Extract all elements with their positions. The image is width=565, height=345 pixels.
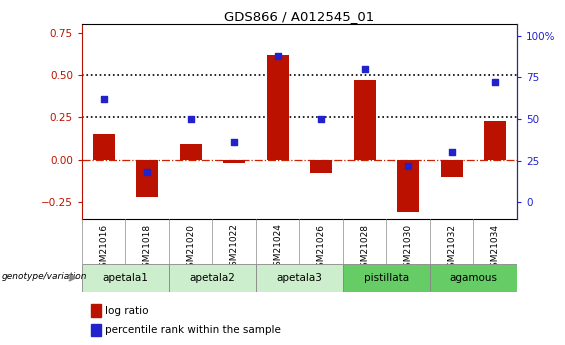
Text: GSM21034: GSM21034 (491, 224, 499, 273)
Text: apetala3: apetala3 (276, 273, 323, 283)
Bar (82, 264, 169, 292)
Point (186, 116, 195, 122)
Bar (484, 121, 506, 160)
Text: GSM21024: GSM21024 (273, 224, 282, 273)
Text: GSM21022: GSM21022 (230, 224, 238, 273)
Text: genotype/variation: genotype/variation (2, 272, 87, 281)
Text: log ratio: log ratio (106, 306, 149, 316)
Point (403, 163, 412, 168)
Bar (136, 160, 158, 197)
Text: apetala1: apetala1 (102, 273, 149, 283)
Text: pistillata: pistillata (364, 273, 409, 283)
Text: GSM21018: GSM21018 (143, 224, 151, 273)
Point (360, 66, 370, 72)
Bar (91, 324, 101, 336)
Bar (223, 160, 245, 163)
Point (99, 96, 108, 102)
Text: GSM21030: GSM21030 (404, 224, 412, 273)
Point (447, 150, 457, 155)
Bar (180, 145, 202, 160)
Title: GDS866 / A012545_01: GDS866 / A012545_01 (224, 10, 375, 23)
Text: GSM21020: GSM21020 (186, 224, 195, 273)
Bar (91, 304, 101, 317)
Text: GSM21028: GSM21028 (360, 224, 369, 273)
Text: apetala2: apetala2 (189, 273, 236, 283)
Text: GSM21032: GSM21032 (447, 224, 456, 273)
Text: percentile rank within the sample: percentile rank within the sample (106, 325, 281, 335)
Bar (354, 80, 376, 160)
Bar (310, 160, 332, 173)
Text: agamous: agamous (450, 273, 497, 283)
Bar (267, 55, 289, 160)
Point (273, 53, 282, 59)
Bar (256, 264, 343, 292)
Bar (430, 264, 517, 292)
Point (229, 140, 238, 145)
Bar (397, 160, 419, 212)
Point (490, 80, 500, 85)
Text: GSM21016: GSM21016 (99, 224, 108, 273)
Point (316, 116, 325, 122)
Bar (343, 264, 430, 292)
Bar (93, 134, 115, 160)
Text: GSM21026: GSM21026 (317, 224, 325, 273)
Point (142, 170, 151, 175)
Bar (441, 160, 463, 177)
Bar (169, 264, 256, 292)
